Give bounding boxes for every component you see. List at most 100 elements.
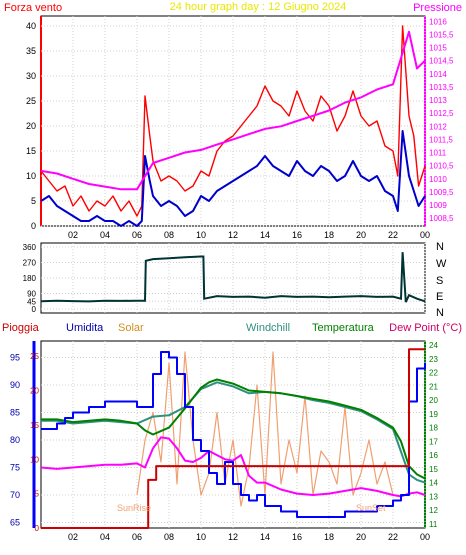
- pressure-y-tick: 1010,5: [429, 162, 454, 171]
- temp-x-tick: 08: [164, 532, 174, 542]
- rain-y-tick: 0: [35, 524, 40, 533]
- temp-y-tick: 19: [429, 410, 438, 419]
- wind-x-tick: 02: [68, 230, 78, 240]
- wind-y-tick: 15: [26, 146, 36, 156]
- pressure-y-tick: 1011: [429, 149, 447, 158]
- temp-x-tick: 00: [420, 532, 430, 542]
- direction-y-tick: 180: [23, 274, 37, 283]
- temp-x-tick: 10: [196, 532, 206, 542]
- humidity-y-tick: 70: [10, 490, 20, 500]
- temp-y-tick: 14: [429, 479, 438, 488]
- temp-series: [40, 348, 426, 529]
- wind-x-tick: 16: [292, 230, 302, 240]
- dir-label-s: S: [436, 275, 443, 287]
- temp-y-tick: 23: [429, 355, 438, 364]
- direction-y-tick: 270: [23, 259, 37, 268]
- wind-axis-title: Forza vento: [4, 2, 62, 14]
- wind-x-tick: 18: [324, 230, 334, 240]
- gust_avg-line: [40, 130, 426, 227]
- direction-series: [40, 252, 426, 303]
- rain-y-tick: 25: [30, 352, 39, 361]
- wind-y-tick: 10: [26, 171, 36, 181]
- pressure-y-tick: 1012,5: [429, 109, 454, 118]
- temp-x-tick: 16: [292, 532, 302, 542]
- wind-y-tick: 0: [31, 221, 36, 231]
- dir-label-w: W: [436, 258, 447, 270]
- wind-x-tick: 08: [164, 230, 174, 240]
- wind-x-tick: 06: [132, 230, 142, 240]
- temp-x-tick: 20: [356, 532, 366, 542]
- pressure-y-tick: 1011,5: [429, 135, 453, 144]
- dewpoint-line: [40, 436, 426, 498]
- dir-label-n: N: [436, 241, 444, 253]
- graph-title: 24 hour graph day : 12 Giugno 2024: [170, 1, 347, 13]
- rain-y-tick: 20: [30, 387, 39, 396]
- temp-tick-labels: 65 70 75 80 85 90 95 0 5 10 15 20 25 11 12 13 14 15 16 17 18…: [10, 341, 438, 542]
- temp-y-tick: 15: [429, 465, 438, 474]
- temperature-line: [41, 378, 426, 480]
- temp-y-tick: 20: [429, 396, 438, 405]
- wind-y-tick: 25: [26, 96, 36, 106]
- wind-x-tick: 10: [196, 230, 206, 240]
- pressure-y-tick: 1015,5: [429, 30, 454, 39]
- wind-y-tick: 20: [26, 121, 36, 131]
- sunrise-label: SunRise: [117, 503, 151, 513]
- humidity-y-tick: 90: [10, 380, 20, 390]
- dir-label-n2: N: [436, 307, 444, 319]
- temp-y-tick: 11: [429, 520, 438, 529]
- sunset-label: SunSet: [356, 503, 386, 513]
- pressure-y-tick: 1014: [429, 70, 447, 79]
- pressure-y-tick: 1008,5: [429, 214, 454, 223]
- legend-temperatura: Temperatura: [312, 322, 375, 334]
- temp-x-tick: 22: [388, 532, 398, 542]
- wind-grid: [41, 16, 426, 227]
- temp-y-tick: 13: [429, 492, 438, 501]
- wind-y-tick: 40: [26, 21, 36, 31]
- wind-y-tick: 30: [26, 71, 36, 81]
- humidity-y-tick: 80: [10, 435, 20, 445]
- wind-line: [40, 25, 426, 217]
- pressure-axis-title: Pressione: [413, 2, 462, 14]
- temp-y-tick: 24: [429, 341, 438, 350]
- humidity-y-tick: 95: [10, 353, 20, 363]
- legend-windchill: Windchill: [246, 322, 290, 334]
- pressure-y-tick: 1013: [429, 96, 447, 105]
- pressure-y-tick: 1016: [429, 17, 447, 26]
- temp-x-tick: 02: [68, 532, 78, 542]
- wind-y-tick: 5: [31, 196, 36, 206]
- temp-y-tick: 21: [429, 382, 438, 391]
- wind-x-tick: 22: [388, 230, 398, 240]
- temp-x-tick: 18: [324, 532, 334, 542]
- humidity-line: [41, 351, 426, 518]
- humidity-y-tick: 65: [10, 518, 20, 528]
- wind-x-tick: 14: [260, 230, 270, 240]
- dir-label-e: E: [436, 291, 443, 303]
- temp-y-tick: 18: [429, 424, 438, 433]
- temp-y-tick: 22: [429, 369, 438, 378]
- windchill-line: [41, 381, 426, 484]
- pressure-line: [40, 30, 426, 191]
- wind-x-tick: 20: [356, 230, 366, 240]
- wind-series: [40, 25, 426, 227]
- legend-solar: Solar: [118, 322, 144, 334]
- pressure-y-tick: 1015: [429, 44, 447, 53]
- temp-x-tick: 14: [260, 532, 270, 542]
- rain-y-tick: 15: [30, 421, 39, 430]
- wind-x-tick: 00: [420, 230, 430, 240]
- rain-y-tick: 5: [35, 490, 40, 499]
- direction-y-tick: 360: [23, 243, 37, 252]
- temp-y-tick: 16: [429, 451, 438, 460]
- pressure-y-tick: 1009: [429, 201, 447, 210]
- legend-pioggia: Pioggia: [2, 322, 40, 334]
- temp-x-tick: 04: [100, 532, 110, 542]
- direction-y-tick: 90: [27, 290, 36, 299]
- legend-dewpoint: Dew Point (°C): [389, 322, 462, 334]
- pressure-y-tick: 1010: [429, 175, 447, 184]
- temp-x-tick: 06: [132, 532, 142, 542]
- humidity-y-tick: 85: [10, 408, 20, 418]
- temp-y-tick: 12: [429, 506, 438, 515]
- pressure-y-tick: 1014,5: [429, 57, 454, 66]
- pressure-y-tick: 1012: [429, 122, 447, 131]
- temp-x-tick: 12: [228, 532, 238, 542]
